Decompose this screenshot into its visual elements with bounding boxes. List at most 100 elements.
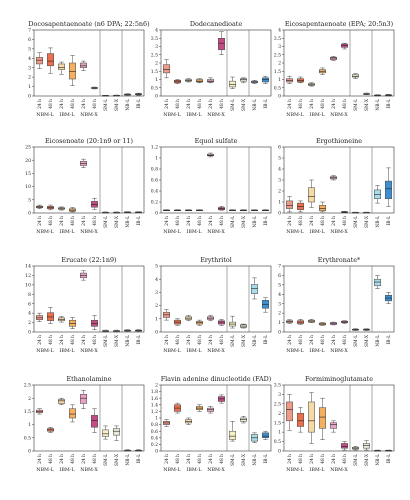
- box: [91, 197, 98, 210]
- box: [308, 179, 315, 208]
- group-label: NBM-X: [330, 112, 348, 118]
- y-tick-label: 4: [155, 277, 158, 283]
- y-tick-label: 0: [28, 449, 31, 455]
- x-tick-label: 48 h: [220, 99, 225, 109]
- y-tick-label: 2: [28, 75, 31, 81]
- box-body: [218, 38, 225, 51]
- plot-frame: [283, 384, 395, 452]
- y-tick-label: 4: [278, 28, 281, 34]
- y-tick-label: 0.5: [274, 439, 281, 445]
- x-tick-label: 48 h: [198, 99, 203, 109]
- box-body: [297, 413, 304, 427]
- chart-panel: Dodecanedioate 0 0.5 1 1.5 2 2.5 3 3.5 4 24 h 48 h 2…: [151, 20, 272, 118]
- box: [319, 322, 326, 326]
- y-tick-label: 0: [155, 211, 158, 217]
- chart-title: Docosapentaenoate (n6 DPA; 22:5n6): [28, 20, 149, 28]
- x-tick-label: IB-L: [137, 216, 142, 226]
- box-body: [251, 284, 258, 294]
- y-tick-label: 2.5: [274, 52, 281, 58]
- x-tick-label: SM-L: [354, 216, 359, 228]
- box-body: [36, 57, 43, 65]
- box: [185, 78, 192, 83]
- y-tick-label: 0: [155, 330, 158, 336]
- x-tick-label: IB-L: [387, 335, 392, 345]
- y-tick-label: 4: [278, 167, 281, 173]
- y-tick-label: 1: [155, 156, 158, 162]
- x-tick-label: 48 h: [343, 216, 348, 226]
- y-tick-label: 2: [155, 303, 158, 309]
- box: [218, 319, 225, 326]
- x-tick-label: 24 h: [187, 99, 192, 109]
- x-tick-label: 48 h: [176, 99, 181, 109]
- group-label: NBM-L: [286, 348, 304, 354]
- box: [47, 426, 54, 433]
- box: [58, 61, 65, 75]
- box-body: [102, 429, 109, 437]
- box: [207, 406, 214, 414]
- y-tick-label: 3: [278, 178, 281, 184]
- x-tick-label: 24 h: [82, 454, 87, 464]
- x-tick-label: NB-L: [376, 335, 381, 347]
- box: [319, 397, 326, 440]
- y-tick-label: 12: [25, 273, 31, 279]
- box: [330, 321, 337, 326]
- box-body: [218, 320, 225, 325]
- chart-panel: Eicosapentaenoate (EPA; 20:5n3) 0 0.5 1 1.5 2…: [274, 20, 395, 118]
- box: [262, 75, 269, 84]
- plot-frame: [160, 29, 272, 97]
- y-tick-label: 20: [25, 158, 31, 164]
- x-tick-label: SM-X: [365, 334, 370, 347]
- x-tick-label: 24 h: [60, 454, 65, 464]
- x-tick-label: SM-L: [354, 454, 359, 466]
- group-label: IBM-L: [59, 112, 75, 118]
- y-tick-label: 1: [278, 200, 281, 206]
- group-label: IBM-L: [186, 348, 202, 354]
- y-tick-label: 2.5: [274, 401, 281, 407]
- box: [385, 94, 392, 97]
- y-tick-label: 5: [28, 197, 31, 203]
- box: [36, 312, 43, 322]
- x-tick-label: SM-X: [115, 453, 120, 466]
- y-tick-label: 0: [28, 330, 31, 336]
- group-label: NBM-L: [36, 467, 54, 473]
- chart-title: Equol sulfate: [195, 137, 238, 145]
- group-label: IBM-L: [309, 348, 325, 354]
- x-tick-label: SM-X: [242, 334, 247, 347]
- box: [341, 320, 348, 324]
- y-tick-label: 0: [278, 449, 281, 455]
- box: [330, 175, 337, 181]
- y-tick-label: 6: [278, 145, 281, 151]
- plot-frame: [33, 29, 145, 97]
- box: [330, 56, 337, 61]
- group-label: IBM-L: [186, 467, 202, 473]
- x-tick-label: 48 h: [49, 454, 54, 464]
- y-tick-label: 4: [28, 311, 31, 317]
- box-body: [385, 180, 392, 199]
- x-tick-label: SM-L: [104, 216, 109, 228]
- box: [374, 94, 381, 97]
- box: [69, 55, 76, 86]
- group-label: NBM-X: [80, 229, 98, 235]
- y-tick-label: 1: [278, 430, 281, 436]
- box-body: [319, 407, 326, 429]
- chart-title: Eicosenoate (20:1n9 or 11): [45, 137, 133, 145]
- x-tick-label: 24 h: [187, 216, 192, 226]
- x-tick-label: SM-X: [242, 98, 247, 111]
- y-tick-label: 1.5: [274, 420, 281, 426]
- x-tick-label: 48 h: [176, 216, 181, 226]
- x-tick-label: 24 h: [310, 216, 315, 226]
- x-tick-label: NB-L: [126, 454, 131, 466]
- x-tick-label: 48 h: [343, 454, 348, 464]
- x-tick-label: SM-X: [365, 453, 370, 466]
- x-tick-label: IB-L: [264, 216, 269, 226]
- box-body: [80, 62, 87, 68]
- chart-title: Ethanolamine: [67, 375, 112, 383]
- y-tick-label: 10: [25, 184, 31, 190]
- box: [319, 67, 326, 75]
- box-body: [69, 408, 76, 419]
- x-tick-label: NB-L: [376, 216, 381, 228]
- x-tick-label: 24 h: [310, 335, 315, 345]
- chart-title: Dodecanedioate: [190, 20, 242, 28]
- y-tick-label: 7: [278, 264, 281, 270]
- chart-panel: Docosapentaenoate (n6 DPA; 22:5n6) 0 1 2 3 4 5…: [28, 20, 150, 118]
